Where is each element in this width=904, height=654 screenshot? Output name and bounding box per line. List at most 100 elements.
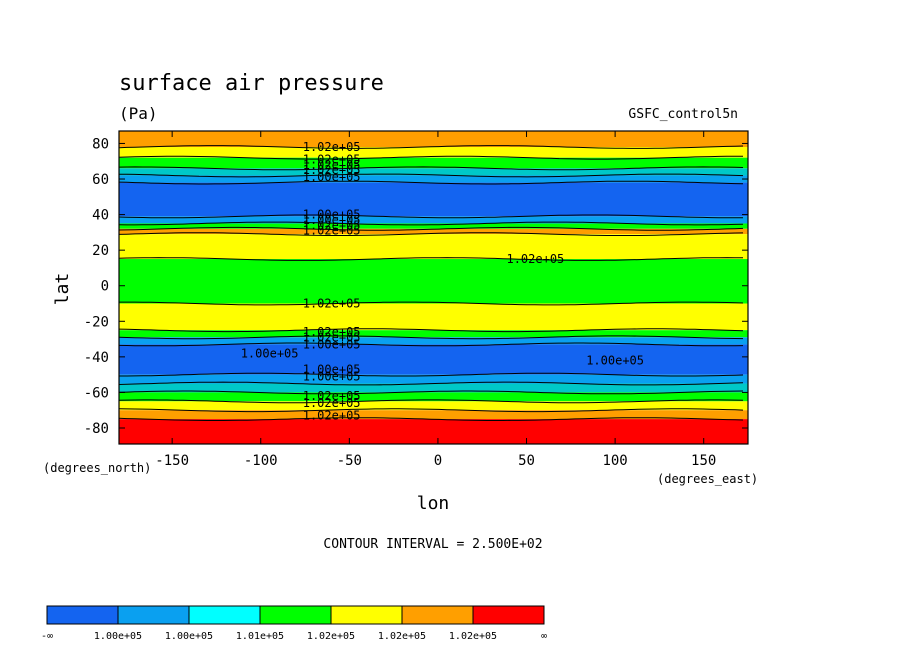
y-axis-label: lat	[52, 273, 73, 306]
y-tick-label: 20	[92, 243, 109, 259]
contour-line	[118, 221, 744, 226]
contour-band	[119, 259, 748, 304]
colorbar-swatch	[401, 605, 474, 625]
contour-label: 1.02e+05	[303, 218, 361, 232]
contour-line	[118, 214, 744, 219]
contour-band	[119, 410, 748, 420]
contour-band	[119, 330, 748, 338]
contour-line	[118, 180, 744, 185]
y-tick-label: -60	[84, 385, 109, 401]
contour-label: 1.00e+05	[303, 208, 361, 222]
colorbar-label: 1.02e+05	[378, 631, 426, 642]
contour-label: 1.00e+05	[303, 362, 361, 376]
y-tick-label: -20	[84, 314, 109, 330]
plot-frame	[118, 130, 749, 445]
contour-band	[119, 337, 748, 345]
colorbar-label: 1.00e+05	[165, 631, 213, 642]
y-tick-label: 40	[92, 208, 109, 224]
chart-units: (Pa)	[119, 104, 158, 123]
colorbar: -∞ 1.00e+05 1.00e+05 1.01e+05 1.02e+05 1.02e+…	[41, 605, 547, 642]
contour-band	[119, 131, 748, 148]
contour-band	[119, 303, 748, 331]
contour-line	[118, 155, 743, 160]
contour-line	[119, 301, 744, 306]
contour-band	[119, 374, 748, 384]
contour-line	[118, 390, 744, 395]
contour-label: 1.02e+05	[303, 152, 361, 166]
contour-line	[118, 328, 744, 333]
colorbar-label: 1.01e+05	[236, 631, 284, 642]
colorbar-label: -∞	[41, 631, 53, 642]
colorbar-swatch	[117, 605, 190, 625]
contour-label: 1.02e+05	[303, 297, 361, 311]
contour-line	[118, 232, 744, 236]
y-axis: -80 -60 -40 -20 0 20 40 60 80	[84, 136, 748, 437]
contour-label: 1.02e+05	[303, 163, 361, 177]
contour-label: 1.02e+05	[303, 158, 361, 172]
contour-label: 1.02e+05	[303, 330, 361, 344]
contour-label: 1.02e+05	[506, 252, 564, 266]
colorbar-label: 1.00e+05	[94, 631, 142, 642]
colorbar-swatch	[259, 605, 332, 625]
y-tick-label: 60	[92, 172, 109, 188]
x-tick-label: -50	[337, 453, 362, 469]
colorbar-swatch	[330, 605, 403, 625]
contour-band	[119, 223, 748, 229]
contour-band	[119, 419, 748, 444]
contour-band	[119, 401, 748, 411]
contour-label: 1.02e+05	[303, 224, 361, 238]
contour-label: 1.00e+05	[303, 337, 361, 351]
y-tick-label: 80	[92, 136, 109, 152]
contour-line	[118, 173, 744, 178]
contour-label: 1.02e+05	[303, 325, 361, 339]
y-tick-label: -40	[84, 350, 109, 366]
contour-band	[119, 234, 748, 260]
contour-band	[119, 182, 748, 217]
contour-interval: CONTOUR INTERVAL = 2.500E+02	[323, 537, 542, 552]
x-tick-label: 150	[691, 453, 716, 469]
x-axis-units: (degrees_east)	[657, 472, 758, 486]
contour-band	[119, 392, 748, 402]
colorbar-label: 1.02e+05	[449, 631, 497, 642]
contour-band	[119, 383, 748, 393]
contour-label: 1.00e+05	[303, 213, 361, 227]
contour-band	[119, 168, 748, 176]
contour-line	[118, 408, 744, 413]
dataset-name: GSFC_control5n	[628, 107, 738, 122]
contour-band	[119, 175, 748, 183]
chart-title: surface air pressure	[119, 71, 384, 96]
x-axis: -150 -100 -50 0 50 100 150	[155, 131, 716, 469]
contour-label: 1.00e+05	[303, 170, 361, 184]
contour-label: 1.00e+05	[241, 346, 299, 360]
x-axis-label: lon	[417, 493, 450, 514]
x-tick-label: -150	[155, 453, 189, 469]
colorbar-swatch	[46, 605, 119, 625]
contour-labels: 1.02e+051.02e+051.02e+051.02e+051.00e+05…	[241, 140, 644, 423]
contour-label: 1.00e+05	[303, 369, 361, 383]
y-axis-units: (degrees_north)	[43, 461, 151, 475]
contour-lines	[118, 145, 744, 421]
contour-label: 1.02e+05	[303, 389, 361, 403]
colorbar-label: 1.02e+05	[307, 631, 355, 642]
contour-line	[118, 417, 744, 421]
contour-band	[119, 228, 748, 235]
contour-line	[118, 381, 744, 386]
colorbar-label: ∞	[541, 631, 547, 642]
contour-line	[118, 166, 744, 171]
contour-band	[119, 147, 748, 158]
contour-label: 1.02e+05	[303, 409, 361, 423]
x-tick-label: 50	[518, 453, 535, 469]
contour-fill-bands	[119, 131, 748, 444]
y-tick-label: 0	[101, 279, 109, 295]
x-tick-label: -100	[244, 453, 278, 469]
contour-label: 1.00e+05	[586, 353, 644, 367]
contour-band	[119, 157, 748, 169]
x-tick-label: 0	[434, 453, 442, 469]
contour-label: 1.02e+05	[303, 396, 361, 410]
contour-line	[118, 399, 744, 404]
contour-label: 1.02e+05	[303, 140, 361, 154]
contour-line	[118, 342, 744, 347]
y-tick-label: -80	[84, 421, 109, 437]
contour-band	[119, 216, 748, 224]
